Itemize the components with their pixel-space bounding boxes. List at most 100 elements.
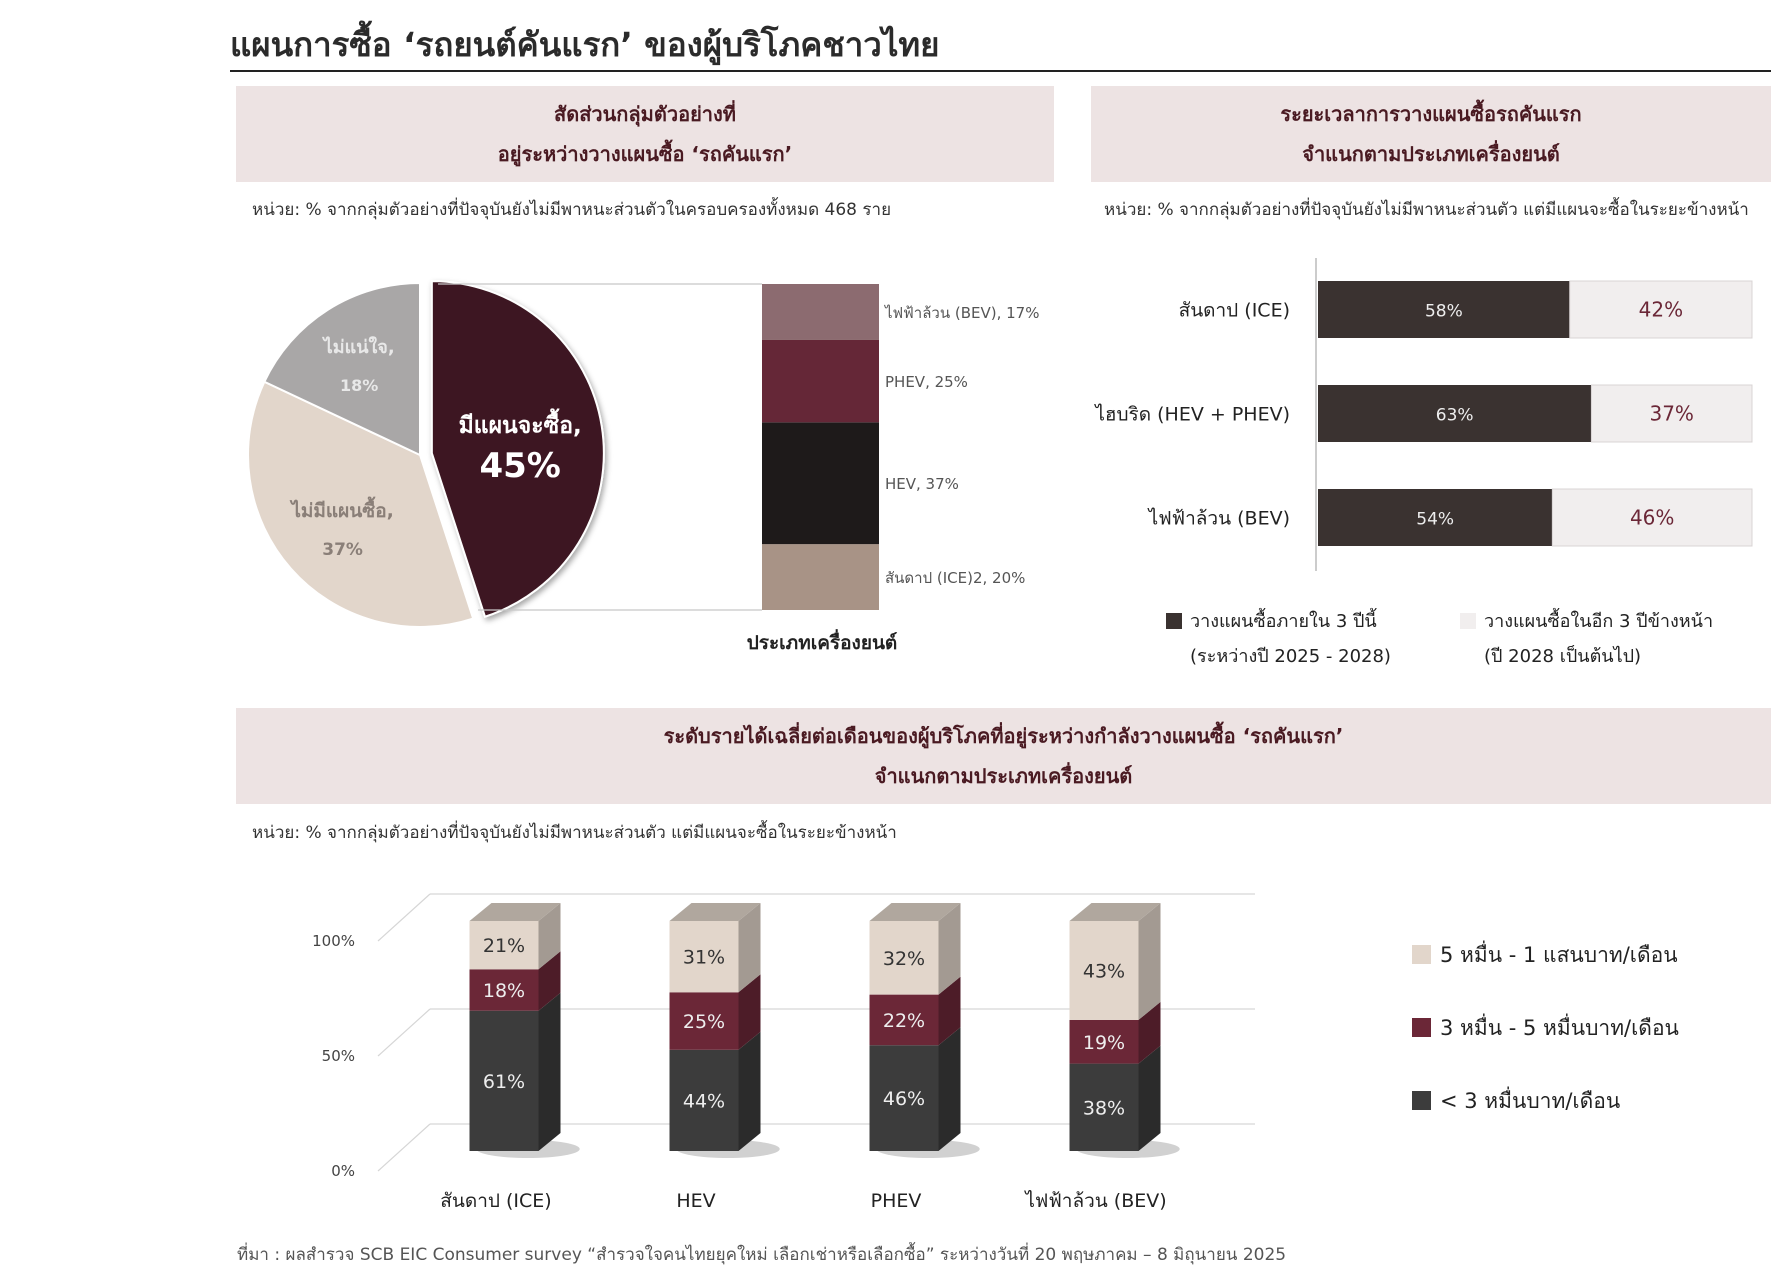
hbar-value-label-1-0: 63%	[1436, 406, 1474, 426]
panel3-unit-note: หน่วย: % จากกลุ่มตัวอย่างที่ปัจจุบันยังไ…	[252, 823, 897, 843]
engine-type-axis-label: ประเภทเครื่องยนต์	[747, 629, 898, 654]
engine-segment-label-1: HEV, 37%	[885, 475, 959, 493]
pie-slice-0	[430, 280, 605, 618]
column-segment-0-0	[469, 1010, 539, 1151]
column-side-0-1	[538, 951, 561, 1011]
engine-segment-0	[762, 544, 879, 610]
panel1-heading-line1: สัดส่วนกลุ่มตัวอย่างที่	[554, 102, 736, 126]
column-side-1-0	[738, 1031, 761, 1151]
legend-label-under-30k: < 3 หมื่นบาท/เดือน	[1440, 1086, 1620, 1113]
hbar-segment-2-0	[1318, 489, 1553, 546]
panel3-legend: 5 หมื่น - 1 แสนบาท/เดือน 3 หมื่น - 5 หมื…	[1412, 940, 1679, 1113]
grid-diagonal-0	[377, 1123, 431, 1172]
column-value-label-2-0: 46%	[883, 1088, 925, 1110]
engine-segment-label-2: PHEV, 25%	[885, 373, 968, 391]
pie-value-0: 45%	[479, 446, 560, 486]
hbar-value-label-0-0: 58%	[1425, 302, 1463, 322]
panel3-heading-line2: จำแนกตามประเภทเครื่องยนต์	[874, 764, 1133, 788]
grid-diagonal-1	[377, 1008, 431, 1057]
pie-slice-1	[247, 380, 475, 628]
pie-value-1: 37%	[322, 540, 363, 560]
column-top-0	[469, 903, 561, 921]
column-top-1	[669, 903, 761, 921]
pie-slice-2	[263, 281, 421, 457]
column-segment-0-2	[469, 921, 539, 970]
column-value-label-1-1: 25%	[683, 1011, 725, 1033]
column-value-label-3-0: 38%	[1083, 1097, 1125, 1119]
legend-label-after-3y-line2: (ปี 2028 เป็นต้นไป)	[1484, 644, 1641, 667]
column-side-0-0	[538, 992, 561, 1151]
pie-label-1: ไม่มีแผนซื้อ,	[289, 496, 394, 522]
column-side-3-2	[1138, 903, 1161, 1020]
column-side-2-2	[938, 903, 961, 995]
column-side-2-0	[938, 1027, 961, 1151]
panel1-heading-line2: อยู่ระหว่างวางแผนซื้อ ‘รถคันแรก’	[497, 142, 793, 166]
panel1-unit-note: หน่วย: % จากกลุ่มตัวอย่างที่ปัจจุบันยังไ…	[252, 200, 892, 220]
engine-segment-1	[762, 422, 879, 545]
title-divider	[230, 70, 1771, 72]
column-value-label-0-1: 18%	[483, 980, 525, 1002]
column-side-0-2	[538, 903, 561, 970]
x-category-label-2: PHEV	[871, 1190, 922, 1212]
panel3-heading-line1: ระดับรายได้เฉลี่ยต่อเดือนของผู้บริโภคที่…	[663, 724, 1344, 748]
column-segment-1-2	[669, 921, 739, 993]
source-note: ที่มา : ผลสำรวจ SCB EIC Consumer survey …	[237, 1245, 1287, 1265]
column-top-3	[1069, 903, 1161, 921]
legend-swatch-within-3y	[1166, 613, 1182, 629]
hbar-segment-0-0	[1318, 281, 1570, 338]
hbar-segment-2-1	[1551, 488, 1753, 547]
hbar-category-label-1: ไฮบริด (HEV + PHEV)	[1093, 404, 1290, 426]
column-segment-2-1	[869, 994, 939, 1046]
engine-segment-label-3: ไฟฟ้าล้วน (BEV), 17%	[884, 304, 1039, 322]
legend-label-30k-50k: 3 หมื่น - 5 หมื่นบาท/เดือน	[1440, 1013, 1679, 1040]
x-category-label-0: สันดาป (ICE)	[440, 1190, 551, 1212]
pie-label-2: ไม่แน่ใจ,	[322, 336, 395, 358]
column-value-label-1-0: 44%	[683, 1090, 725, 1112]
y-tick-label-0: 0%	[331, 1162, 355, 1180]
column-segment-2-2	[869, 921, 939, 995]
legend-swatch-under-30k	[1412, 1091, 1431, 1110]
column-value-label-0-2: 21%	[483, 935, 525, 957]
engine-type-stacked-bar: สันดาป (ICE)2, 20% HEV, 37% PHEV, 25% ไฟฟ้า…	[438, 283, 1039, 611]
panel2-heading: ระยะเวลาการวางแผนซื้อรถคันแรก จำแนกตามปร…	[1091, 86, 1771, 182]
panel2-heading-line2: จำแนกตามประเภทเครื่องยนต์	[1302, 142, 1560, 166]
column-side-1-1	[738, 974, 761, 1050]
plan-timing-bar-chart: สันดาป (ICE) 58% 42% ไฮบริด (HEV + PHEV) 63%…	[1093, 258, 1753, 571]
x-category-label-1: HEV	[676, 1190, 715, 1212]
legend-label-50k-100k: 5 หมื่น - 1 แสนบาท/เดือน	[1440, 940, 1678, 967]
column-segment-0-1	[469, 969, 539, 1011]
engine-segment-2	[762, 339, 879, 423]
legend-label-within-3y-line1: วางแผนซื้อภายใน 3 ปีนี้	[1190, 608, 1377, 632]
column-value-label-0-0: 61%	[483, 1071, 525, 1093]
panel3-heading: ระดับรายได้เฉลี่ยต่อเดือนของผู้บริโภคที่…	[236, 708, 1771, 804]
grid-diagonal-2	[377, 893, 431, 942]
column-side-1-2	[738, 903, 761, 993]
hbar-category-label-0: สันดาป (ICE)	[1179, 300, 1290, 322]
hbar-value-label-0-1: 42%	[1639, 298, 1683, 322]
x-category-label-3: ไฟฟ้าล้วน (BEV)	[1023, 1190, 1166, 1212]
column-side-3-0	[1138, 1045, 1161, 1151]
legend-swatch-after-3y	[1460, 613, 1476, 629]
hbar-segment-0-1	[1569, 280, 1753, 339]
legend-swatch-30k-50k	[1412, 1018, 1431, 1037]
panel2-heading-line1: ระยะเวลาการวางแผนซื้อรถคันแรก	[1280, 102, 1582, 126]
column-segment-2-0	[869, 1045, 939, 1151]
hbar-segment-1-1	[1590, 384, 1753, 443]
pie-label-0: มีแผนจะซื้อ,	[459, 408, 582, 439]
column-segment-3-1	[1069, 1019, 1139, 1064]
column-segment-1-0	[669, 1049, 739, 1151]
page-title: แผนการซื้อ ‘รถยนต์คันแรก’ ของผู้บริโภคชา…	[230, 25, 940, 64]
panel2-unit-note: หน่วย: % จากกลุ่มตัวอย่างที่ปัจจุบันยังไ…	[1104, 200, 1749, 220]
column-value-label-2-2: 32%	[883, 948, 925, 970]
legend-label-within-3y-line2: (ระหว่างปี 2025 - 2028)	[1190, 646, 1391, 667]
pie-chart: มีแผนจะซื้อ, 45% ไม่มีแผนซื้อ, 37% ไม่แน่ใจ,…	[247, 280, 605, 628]
column-side-2-1	[938, 976, 961, 1046]
engine-segment-label-0: สันดาป (ICE)2, 20%	[885, 569, 1025, 587]
panel2-legend: วางแผนซื้อภายใน 3 ปีนี้ (ระหว่างปี 2025 …	[1166, 608, 1713, 667]
income-3d-bar-chart: 0% 50% 100% 61% 18% 21% สันดาป (ICE) 44% 25% 31% H…	[312, 893, 1255, 1212]
legend-swatch-50k-100k	[1412, 945, 1431, 964]
hbar-value-label-2-1: 46%	[1630, 506, 1674, 530]
column-side-3-1	[1138, 1001, 1161, 1064]
column-value-label-3-1: 19%	[1083, 1032, 1125, 1054]
